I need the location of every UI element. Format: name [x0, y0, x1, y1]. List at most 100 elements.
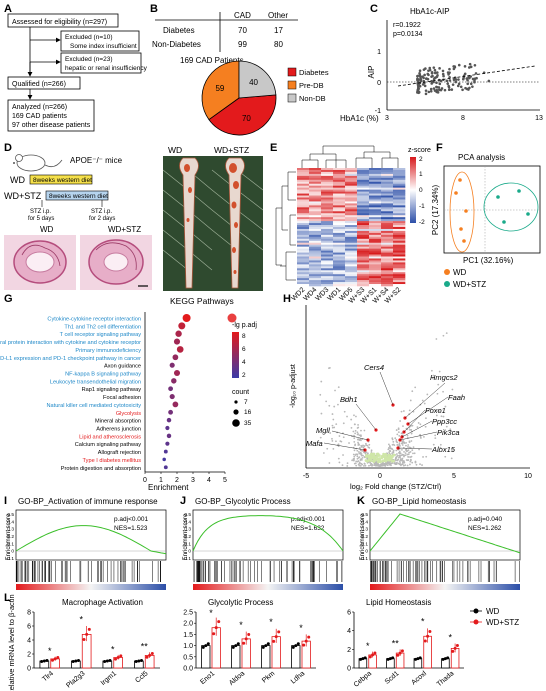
aorta-image: [162, 156, 264, 291]
volcano-point: [409, 458, 412, 461]
c-point: [446, 82, 449, 85]
kegg-xtick-label: 2: [175, 477, 179, 484]
heatmap-cell: [357, 258, 370, 261]
heatmap-cell: [297, 169, 310, 173]
heatmap-cell: [333, 189, 346, 192]
volcano-point: [357, 424, 359, 426]
heatmap-cell: [369, 175, 382, 179]
volcano-point: [425, 455, 428, 458]
heatmap-cell: [381, 213, 394, 216]
panel-label-a: A: [4, 3, 12, 15]
c-point: [457, 63, 461, 67]
volcano-point: [408, 426, 411, 429]
gsea-k-title: GO-BP_Lipid homeostasis: [372, 497, 466, 506]
kegg-term-label: Lipid and atherosclerosis: [79, 434, 141, 440]
kegg-dot: [165, 425, 170, 431]
heatmap-cell: [393, 232, 406, 236]
bar-point-stz: [145, 655, 149, 659]
kegg-term-label: Primary immunodeficiency: [75, 348, 141, 354]
heatmap-cell: [345, 238, 358, 242]
heatmap-cell: [333, 272, 346, 275]
kegg-dot: [169, 362, 175, 368]
panel-label-i: I: [4, 495, 7, 507]
heatmap-cell: [321, 201, 334, 204]
c-point: [441, 72, 445, 76]
c-point: [427, 73, 430, 77]
heatmap-cell: [321, 183, 334, 186]
heatmap-cell: [345, 203, 358, 206]
heatmap-cell: [393, 254, 406, 257]
bar-point-stz: [119, 654, 123, 658]
volcano-point: [426, 393, 429, 396]
volcano-point: [407, 445, 409, 448]
c-ytick-m1: -1: [375, 108, 381, 115]
heatmap-cell: [369, 191, 382, 194]
heatmap-cell: [393, 256, 406, 259]
heatmap-cell: [393, 278, 406, 281]
volcano-point: [432, 443, 435, 446]
heatmap-cell: [309, 250, 322, 253]
heatmap-cell: [357, 211, 370, 214]
heatmap-cell: [393, 221, 406, 224]
heatmap-cell: [321, 264, 334, 267]
flow-box-excl2: [60, 52, 142, 74]
heatmap-cell: [321, 248, 334, 251]
heatmap-cell: [297, 177, 310, 181]
volcano-point: [406, 434, 409, 437]
heatmap-cell: [321, 258, 334, 261]
volcano-point: [395, 449, 398, 452]
kegg-xlabel: Enrichment: [148, 483, 189, 492]
volcano-point: [406, 464, 409, 467]
panel-a: A Assessed for eligibility (n=297) Exclu…: [4, 3, 148, 132]
heatmap-cell: [381, 274, 394, 277]
volcano-point: [337, 443, 340, 446]
group-stz: WD+STZ: [4, 191, 42, 201]
volcano-point: [373, 464, 375, 467]
heatmap-cell: [393, 211, 406, 214]
heatmap-cell: [369, 177, 382, 181]
volcano-point: [394, 437, 397, 440]
heatmap-cell: [381, 234, 394, 238]
kegg-dot-top: [227, 313, 237, 323]
kegg-term-label: Natural killer cell mediated cytotoxicit…: [46, 403, 141, 409]
panel-label-f: F: [436, 142, 443, 154]
c-point: [435, 85, 439, 89]
volcano-point: [451, 388, 454, 391]
heatmap-cell: [321, 223, 334, 226]
kegg-dot: [178, 322, 186, 330]
bar-ytick-label: 4: [27, 638, 31, 645]
bar-category-label: Acoxl: [410, 670, 428, 687]
c-point: [432, 80, 435, 84]
heatmap-cell: [393, 274, 406, 277]
heatmap-cell: [321, 228, 334, 232]
heatmap-cell: [369, 264, 382, 267]
heatmap-cell: [393, 250, 406, 253]
volcano-point: [358, 434, 361, 437]
heatmap-cell: [333, 193, 346, 196]
heatmap-cell: [357, 227, 370, 230]
pca-point-stz: [502, 220, 506, 224]
heatmap-cell: [393, 199, 406, 202]
volcano-point: [419, 433, 422, 436]
zscore-tick-m2: -2: [419, 219, 425, 226]
c-point: [421, 83, 425, 86]
volcano-point: [358, 446, 361, 449]
heatmap-cell: [321, 284, 334, 287]
volcano-point: [439, 446, 442, 449]
heatmap-cell: [381, 260, 394, 263]
heatmap-cell: [345, 246, 358, 249]
heatmap-cell: [369, 173, 382, 177]
pca-legend-wd: WD: [453, 268, 467, 277]
bar-legend-wd: WD: [486, 607, 500, 616]
bar-category-label: Scd1: [384, 670, 401, 686]
gsea-ytick: 0.5: [7, 512, 14, 518]
volcano-point: [401, 459, 403, 462]
volcano-point: [422, 456, 424, 458]
bar-point-stz: [87, 627, 91, 631]
heatmap-cell: [345, 181, 358, 185]
c-point: [468, 86, 471, 90]
volcano-point: [396, 433, 399, 436]
heatmap-cell: [369, 227, 382, 230]
bar-ytick-label: 2.5: [183, 610, 193, 617]
bar-point-wd: [264, 644, 268, 648]
